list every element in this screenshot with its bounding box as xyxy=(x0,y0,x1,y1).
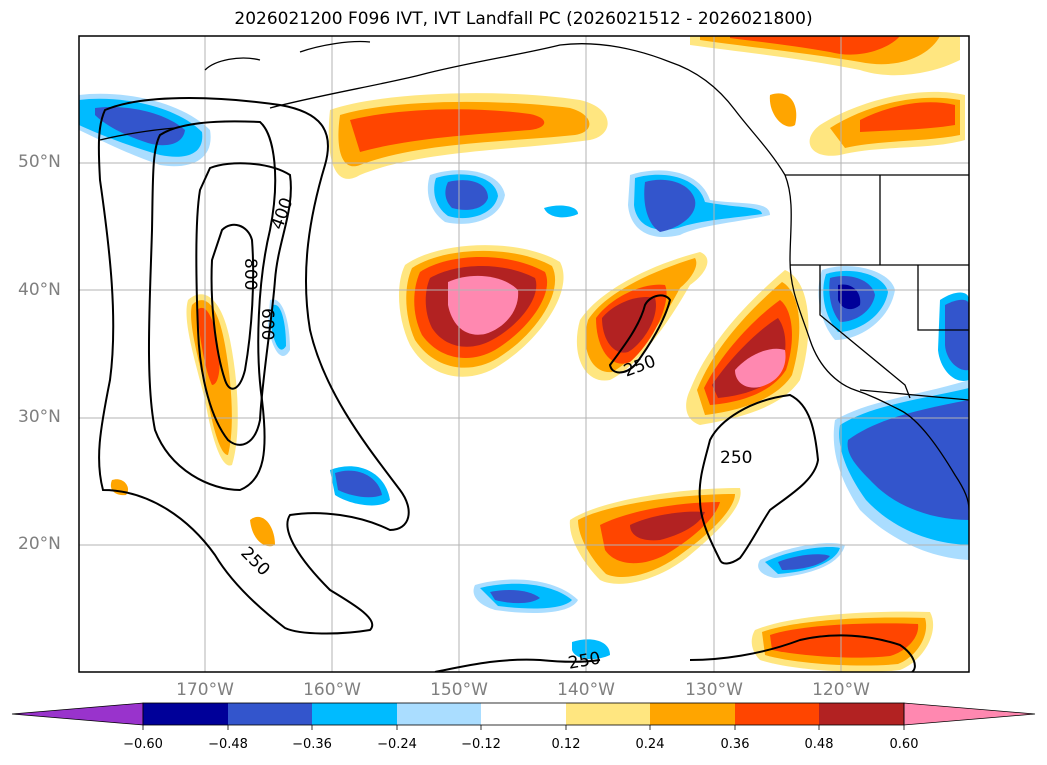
contour-label-800: 800 xyxy=(240,258,260,290)
lon-label-140w: 140°W xyxy=(557,680,615,700)
colorbar-tick: 0.48 xyxy=(804,737,834,752)
lon-label-150w: 150°W xyxy=(430,680,488,700)
filled-anomaly-layer xyxy=(79,36,969,672)
colorbar-tick: −0.36 xyxy=(292,737,332,752)
colorbar-tick: 0.36 xyxy=(720,737,750,752)
map-frame xyxy=(78,35,970,673)
colorbar-tick: 0.60 xyxy=(889,737,919,752)
contour-label-250-d: 250 xyxy=(567,648,602,673)
contour-label-250-c: 250 xyxy=(237,543,274,580)
ivt-contours xyxy=(97,97,916,672)
graticule xyxy=(79,36,969,672)
colorbar-tick: −0.48 xyxy=(208,737,248,752)
colorbar-tick: 0.12 xyxy=(551,737,581,752)
lon-label-160w: 160°W xyxy=(303,680,361,700)
map-title: 2026021200 F096 IVT, IVT Landfall PC (20… xyxy=(234,9,813,29)
lon-label-170w: 170°W xyxy=(176,680,234,700)
colorbar xyxy=(11,702,1036,730)
colorbar-tick: −0.24 xyxy=(377,737,417,752)
contour-label-250-b: 250 xyxy=(720,448,752,468)
lat-label-30n: 30°N xyxy=(18,407,61,427)
coastlines xyxy=(99,40,969,511)
lon-label-130w: 130°W xyxy=(685,680,743,700)
lon-label-120w: 120°W xyxy=(812,680,870,700)
colorbar-tick: −0.60 xyxy=(123,737,163,752)
contour-label-600: 600 xyxy=(257,308,277,340)
lat-label-40n: 40°N xyxy=(18,280,61,300)
lat-label-20n: 20°N xyxy=(18,534,61,554)
contour-label-400: 400 xyxy=(268,195,298,232)
colorbar-tick: −0.12 xyxy=(461,737,501,752)
colorbar-tick: 0.24 xyxy=(635,737,665,752)
lat-label-50n: 50°N xyxy=(18,152,61,172)
